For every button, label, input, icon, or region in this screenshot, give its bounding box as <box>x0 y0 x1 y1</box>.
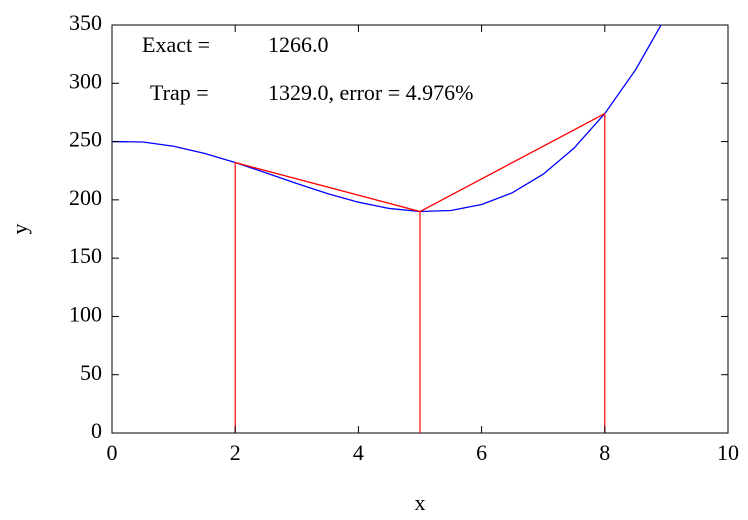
x-tick-label: 6 <box>476 440 487 465</box>
x-tick-label: 10 <box>717 440 739 465</box>
plot-area <box>112 25 662 433</box>
annotation-label: Exact = <box>142 32 210 57</box>
y-tick-label: 100 <box>69 301 102 326</box>
y-tick-label: 200 <box>69 185 102 210</box>
y-tick-label: 300 <box>69 68 102 93</box>
x-tick-label: 8 <box>599 440 610 465</box>
y-tick-label: 250 <box>69 127 102 152</box>
annotation-label: Trap = <box>150 80 209 105</box>
annotation-value: 1266.0 <box>268 32 329 57</box>
line-series <box>235 113 606 213</box>
y-tick-label: 50 <box>80 360 102 385</box>
y-tick-label: 0 <box>91 418 102 443</box>
x-tick-label: 0 <box>107 440 118 465</box>
y-axis-label: y <box>7 224 32 235</box>
x-tick-label: 4 <box>353 440 364 465</box>
y-tick-label: 350 <box>69 10 102 35</box>
annotation-value: 1329.0, error = 4.976% <box>268 80 473 105</box>
x-tick-label: 2 <box>230 440 241 465</box>
y-tick-label: 150 <box>69 243 102 268</box>
line-series <box>112 25 662 213</box>
x-axis-label: x <box>415 490 426 515</box>
